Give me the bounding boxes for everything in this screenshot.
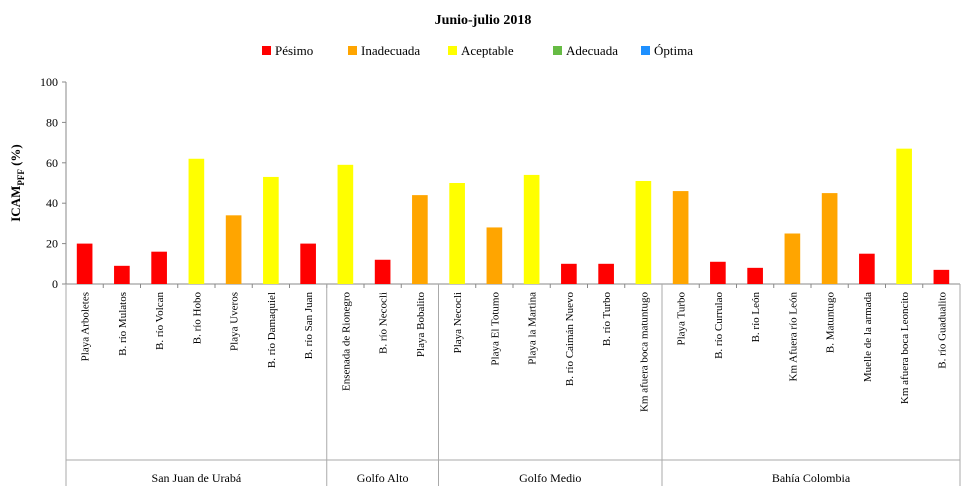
bar bbox=[449, 183, 465, 284]
legend-swatch bbox=[553, 46, 562, 55]
legend-swatch bbox=[348, 46, 357, 55]
x-tick-label: Km Afuera río León bbox=[787, 292, 799, 382]
x-tick-label: Km afuera boca matuntugo bbox=[638, 292, 650, 413]
bar bbox=[784, 233, 801, 284]
legend-item: Óptima bbox=[641, 43, 693, 58]
x-tick-label: B. río Volcan bbox=[154, 292, 166, 350]
y-axis-title-unit: (%) bbox=[8, 144, 23, 169]
x-tick-label: Muelle de la armada bbox=[862, 292, 874, 382]
legend-label: Óptima bbox=[654, 43, 693, 58]
legend-swatch bbox=[641, 46, 650, 55]
x-tick-label: B. río Hobo bbox=[191, 292, 203, 345]
group-label: Golfo Alto bbox=[357, 471, 409, 485]
x-tick-label: Km afuera boca Leoncito bbox=[899, 292, 911, 405]
y-axis-label: ICAMPFF (%) bbox=[8, 144, 26, 222]
bar bbox=[114, 265, 130, 284]
bar bbox=[672, 191, 689, 284]
bar bbox=[374, 259, 391, 284]
legend-item: Pésimo bbox=[262, 43, 313, 58]
bar bbox=[412, 195, 428, 284]
x-tick-label: Ensenada de Rionegro bbox=[340, 292, 352, 391]
y-axis-title-main: ICAM bbox=[8, 186, 23, 222]
x-tick-label: Playa Bobalito bbox=[415, 292, 427, 358]
bar bbox=[225, 215, 242, 284]
x-tick-label: B. río Caimán Nuevo bbox=[564, 292, 576, 387]
bar bbox=[523, 174, 540, 284]
group-label: San Juan de Urabá bbox=[152, 471, 242, 485]
bar bbox=[896, 148, 912, 284]
legend-label: Inadecuada bbox=[361, 43, 420, 58]
group-label: Bahía Colombia bbox=[772, 471, 851, 485]
y-axis-title-sub: PFF bbox=[16, 169, 26, 186]
bar bbox=[76, 243, 93, 284]
y-tick-label: 0 bbox=[52, 277, 58, 291]
bar bbox=[710, 261, 726, 284]
bar bbox=[337, 164, 354, 284]
bar bbox=[859, 253, 875, 284]
x-tick-label: Playa Necocli bbox=[452, 292, 464, 353]
y-axis-title: ICAMPFF (%) bbox=[8, 144, 26, 222]
bar bbox=[188, 158, 205, 284]
x-tick-label: B. río San Juan bbox=[303, 292, 315, 360]
y-tick-label: 40 bbox=[46, 196, 58, 210]
bar bbox=[821, 193, 838, 284]
bar bbox=[747, 267, 763, 284]
legend-item: Adecuada bbox=[553, 43, 618, 58]
x-tick-label: Playa El Totumo bbox=[489, 292, 501, 366]
legend-swatch bbox=[448, 46, 457, 55]
plot-area: 0 20 40 60 80 100 Playa Arboletes B. río Mulato… bbox=[40, 75, 961, 486]
legend-label: Adecuada bbox=[566, 43, 618, 58]
bar bbox=[561, 263, 577, 284]
y-tick-label: 20 bbox=[46, 237, 58, 251]
x-tick-label: B. río Currulao bbox=[713, 292, 725, 359]
group-label: Golfo Medio bbox=[519, 471, 581, 485]
x-tick-label: B. Matuntugo bbox=[825, 292, 837, 354]
x-tick-label: Playa Arboletes bbox=[80, 292, 92, 361]
x-tick-label: B. río Damaquiel bbox=[266, 292, 278, 368]
bar bbox=[486, 227, 503, 284]
bar bbox=[300, 243, 316, 284]
legend: Pésimo Inadecuada Aceptable Adecuada Óptima bbox=[262, 43, 693, 58]
x-tick-label: B. río Guadualito bbox=[936, 292, 948, 369]
legend-label: Pésimo bbox=[275, 43, 313, 58]
x-tick-label: Playa Uveros bbox=[229, 292, 241, 351]
x-tick-label: B. río Necocli bbox=[378, 292, 390, 354]
y-tick-label: 60 bbox=[46, 156, 58, 170]
chart-title: Junio-julio 2018 bbox=[435, 13, 532, 28]
legend-swatch bbox=[262, 46, 271, 55]
x-tick-label: B. río Turbo bbox=[601, 292, 613, 347]
legend-label: Aceptable bbox=[461, 43, 514, 58]
bar bbox=[263, 176, 279, 284]
bar bbox=[598, 263, 614, 284]
bar bbox=[635, 180, 652, 284]
x-tick-label: Playa la Martina bbox=[527, 292, 539, 365]
legend-item: Aceptable bbox=[448, 43, 514, 58]
legend-item: Inadecuada bbox=[348, 43, 420, 58]
bar bbox=[933, 269, 950, 284]
x-tick-label: B. río Mulatos bbox=[117, 292, 129, 356]
y-tick-label: 100 bbox=[40, 75, 58, 89]
y-tick-label: 80 bbox=[46, 115, 58, 129]
x-tick-label: B. río León bbox=[750, 292, 762, 343]
bar bbox=[151, 251, 167, 284]
x-tick-label: Playa Turbo bbox=[676, 292, 688, 346]
